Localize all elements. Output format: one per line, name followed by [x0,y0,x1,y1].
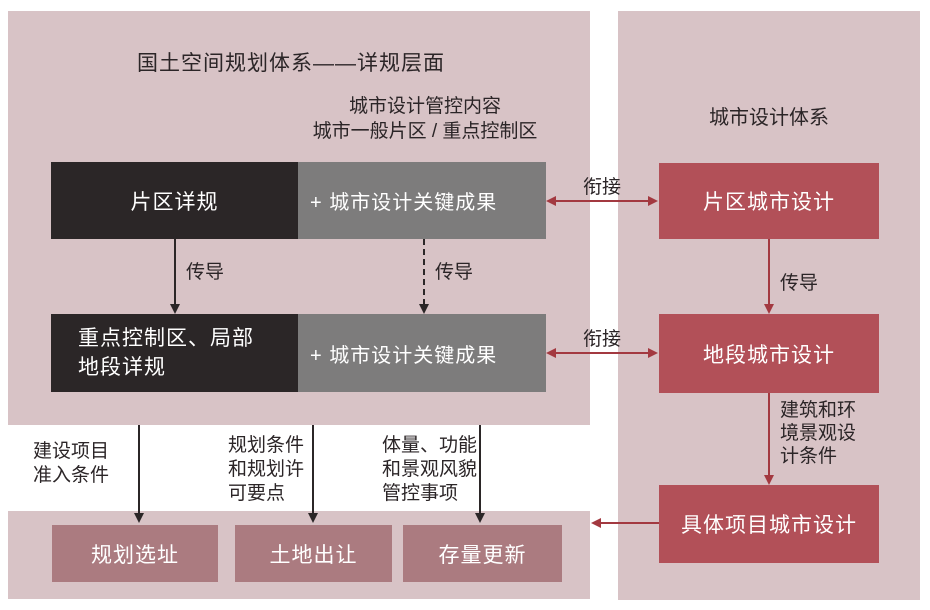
box-district-urban-design-label: 片区城市设计 [703,191,835,214]
massing-label: 体量、功能 和景观风貌 管控事项 [382,434,477,506]
link-row2-line [554,352,650,354]
transmit-solid-arrowhead-icon [170,304,180,314]
entry-condition-label-line2: 准入条件 [33,465,110,486]
right-transmit-arrowhead-icon [764,304,774,314]
box-district-detailed-plan: 片区详规 [51,162,298,239]
permit-label-line3: 可要点 [228,483,286,504]
link-row1-line [554,200,650,202]
condition-line [768,393,770,476]
condition-label: 建筑和环 境景观设 计条件 [780,399,856,468]
box-key-control-area-line2: 地段详规 [78,356,166,379]
massing-label-line3: 管控事项 [382,483,459,504]
box-urban-design-key-results-2: + 城市设计关键成果 [298,314,546,392]
massing-line [479,425,481,514]
condition-label-line1: 建筑和环 [780,400,857,421]
right-panel-title: 城市设计体系 [709,107,829,129]
box-district-detailed-plan-label: 片区详规 [130,190,219,214]
link-row2-label: 衔接 [582,329,621,350]
right-transmit-line [768,239,770,305]
box-key-control-area-line1: 重点控制区、局部 [78,327,254,350]
left-panel-subtitle-line2: 城市一般片区 / 重点控制区 [312,121,538,142]
link-row1-arrowhead-left-icon [546,196,556,206]
box-urban-design-key-results-2-label: + 城市设计关键成果 [310,344,498,367]
box-district-urban-design: 片区城市设计 [659,163,879,239]
link-row1-arrowhead-right-icon [648,196,658,206]
link-row1-label: 衔接 [582,177,621,198]
condition-label-line3: 计条件 [780,446,838,467]
box-stock-renewal-label: 存量更新 [438,543,527,567]
box-stock-renewal: 存量更新 [403,525,562,582]
box-key-control-area-plan: 重点控制区、局部 地段详规 [51,314,298,392]
permit-arrowhead-icon [308,513,318,523]
box-urban-design-key-results-1-label: + 城市设计关键成果 [310,192,498,214]
permit-label-line2: 和规划许 [228,459,305,480]
transmit-dashed-arrowhead-icon [419,304,429,314]
box-project-urban-design: 具体项目城市设计 [659,485,879,563]
box-urban-design-key-results-1: + 城市设计关键成果 [298,162,546,239]
transmit-solid-label: 传导 [186,262,225,283]
box-land-transfer: 土地出让 [235,525,392,582]
permit-label-line1: 规划条件 [228,435,305,456]
massing-label-line2: 和景观风貌 [382,459,478,480]
box-land-transfer-label: 土地出让 [269,543,358,567]
link-row2-arrowhead-right-icon [648,348,658,358]
box-site-selection-label: 规划选址 [91,543,179,567]
left-panel-title: 国土空间规划体系——详规层面 [137,52,445,75]
condition-label-line2: 境景观设 [780,423,857,444]
project-to-strip-arrowhead-icon [591,518,601,528]
box-section-urban-design-label: 地段城市设计 [703,343,835,367]
massing-arrowhead-icon [475,513,485,523]
box-section-urban-design: 地段城市设计 [659,314,879,393]
massing-label-line1: 体量、功能 [382,435,478,456]
permit-line [312,425,314,514]
box-key-control-area-plan-label: 重点控制区、局部 地段详规 [78,324,254,382]
box-project-urban-design-label: 具体项目城市设计 [681,514,857,537]
condition-arrowhead-icon [764,475,774,485]
entry-condition-label: 建设项目 准入条件 [33,440,109,488]
right-transmit-label: 传导 [780,273,819,294]
transmit-dashed-line [423,239,425,305]
link-row2-arrowhead-left-icon [546,348,556,358]
entry-condition-label-line1: 建设项目 [33,441,110,462]
left-panel-subtitle-line1: 城市设计管控内容 [348,96,501,117]
entry-condition-line [138,425,140,514]
transmit-dashed-label: 传导 [435,262,474,283]
entry-condition-arrowhead-icon [134,513,144,523]
project-to-strip-line [600,522,659,524]
transmit-solid-line [174,239,176,305]
box-site-selection: 规划选址 [52,525,218,582]
permit-label: 规划条件 和规划许 可要点 [228,434,304,506]
